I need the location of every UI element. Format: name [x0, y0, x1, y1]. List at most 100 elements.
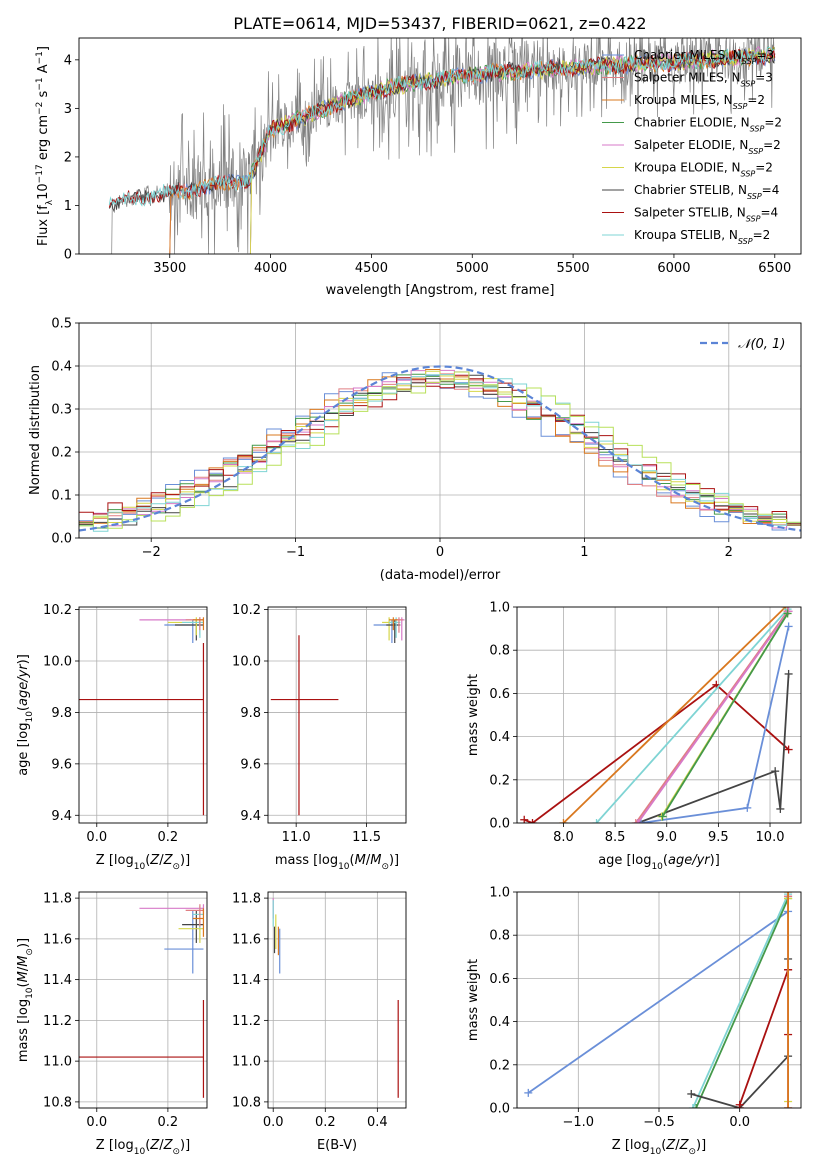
- legend-label: 𝒩(0, 1): [738, 337, 785, 352]
- y-tick-label: 0.4: [489, 730, 510, 745]
- weight-marker: [784, 669, 793, 678]
- legend-label: Salpeter STELIB, NSSP=4: [634, 206, 778, 224]
- y-tick-label: 0.3: [51, 403, 72, 418]
- x-axis-label: wavelength [Angstrom, rest frame]: [326, 283, 555, 298]
- weight-line-3: [562, 607, 787, 823]
- errorbar-point-2: [164, 910, 204, 974]
- weight-marker: [783, 609, 792, 618]
- residuals-axes: −2 −1 0 1 2 0.0 0.1 0.2 0.3 0.4 0.5 𝒩(0, 1) (data-mo…: [28, 317, 802, 583]
- weight-line-1: [637, 673, 790, 823]
- y-tick-label: 1.0: [489, 601, 510, 616]
- y-tick-label: 11.2: [232, 1014, 261, 1029]
- x-tick-label: 5000: [456, 261, 489, 276]
- errorbar-point-0: [79, 1000, 205, 1098]
- age_vs_Z-axes: 0.0 0.2 9.4 9.6 9.8 10.0 10.2 Z [log10(Z/Z⊙)] ag…: [16, 603, 208, 872]
- histogram-9: [79, 371, 801, 529]
- y-tick-label: 11.2: [43, 1014, 72, 1029]
- legend-label: Kroupa STELIB, NSSP=2: [634, 228, 770, 246]
- y-tick-label: 11.0: [232, 1055, 261, 1070]
- y-tick-label: 11.6: [232, 932, 261, 947]
- y-tick-label: 10.2: [232, 603, 261, 618]
- x-tick-label: 9.5: [708, 830, 729, 845]
- x-axis-label: age [log10(age/yr)]: [598, 853, 720, 872]
- x-tick-label: −2: [142, 545, 161, 560]
- x-tick-label: 0.0: [86, 1115, 107, 1130]
- mass_vs_EBV-plot: [272, 898, 399, 1098]
- legend-label: Salpeter ELODIE, NSSP=2: [634, 138, 781, 156]
- axes-frame: [516, 891, 802, 1109]
- y-axis-label: Flux [fλ10−17 erg cm−2 s−1 A−1]: [35, 46, 55, 246]
- x-tick-label: 0: [436, 545, 444, 560]
- legend-label: Kroupa MILES, NSSP=2: [634, 93, 765, 111]
- legend-label: Salpeter MILES, NSSP=3: [634, 71, 773, 89]
- residual-plot: [79, 365, 801, 532]
- x-axis-label: Z [log10(Z/Z⊙)]: [612, 1138, 706, 1157]
- errorbar-point-6: [185, 617, 204, 631]
- weight-marker: [692, 1104, 701, 1108]
- y-tick-label: 9.6: [240, 757, 261, 772]
- y-axis-label: mass weight: [466, 959, 481, 1041]
- y-tick-label: 0.0: [489, 1102, 510, 1117]
- weight-marker: [784, 745, 793, 754]
- axes-frame: [78, 322, 802, 539]
- weight-marker: [784, 622, 793, 631]
- axes-frame: [267, 891, 407, 1109]
- errorbar-point-0: [79, 643, 205, 816]
- y-tick-label: 10.0: [43, 655, 72, 670]
- weight-marker: [592, 819, 601, 823]
- weight-line-6: [637, 610, 790, 823]
- errorbar-point-5: [192, 906, 204, 929]
- weight-marker: [520, 815, 529, 823]
- mass_vs_Z-plot: [79, 904, 205, 1098]
- x-tick-label: 8.5: [605, 830, 626, 845]
- x-tick-label: 4000: [254, 261, 287, 276]
- errorbar-point-1: [139, 904, 205, 915]
- x-tick-label: 0.0: [86, 830, 107, 845]
- x-tick-label: 9.0: [656, 830, 677, 845]
- y-tick-label: 11.8: [232, 892, 261, 907]
- normal-curve: [79, 365, 801, 532]
- histogram-8: [79, 374, 801, 532]
- y-tick-label: 4: [64, 53, 72, 68]
- errorbar-point-7: [192, 617, 205, 631]
- errorbar-point-6: [185, 904, 204, 927]
- y-tick-label: 10.0: [232, 655, 261, 670]
- y-tick-label: 0: [64, 248, 72, 263]
- y-tick-label: 10.2: [43, 603, 72, 618]
- massweight_vs_Z-plot: [524, 892, 793, 1108]
- y-tick-label: 1: [64, 199, 72, 214]
- x-tick-label: 8.0: [553, 830, 574, 845]
- y-tick-label: 9.6: [51, 757, 72, 772]
- weight-marker: [776, 804, 785, 813]
- x-tick-label: 10.0: [756, 830, 785, 845]
- weight-line-8: [661, 613, 789, 817]
- x-tick-label: 5500: [557, 261, 590, 276]
- y-tick-label: 9.4: [51, 809, 72, 824]
- y-tick-label: 10.8: [43, 1095, 72, 1110]
- axes-frame: [78, 37, 802, 255]
- weight-marker: [735, 1100, 744, 1108]
- y-tick-label: 2: [64, 150, 72, 165]
- x-tick-label: 0.2: [315, 1115, 336, 1130]
- y-tick-label: 1.0: [489, 886, 510, 901]
- weight-marker: [658, 812, 667, 821]
- y-axis-label: Normed distribution: [28, 365, 43, 495]
- x-tick-label: 11.5: [352, 830, 381, 845]
- weight-line-5: [635, 610, 789, 823]
- weight-marker: [688, 1104, 697, 1108]
- histogram-4: [79, 369, 801, 529]
- x-tick-label: 0.2: [158, 1115, 179, 1130]
- mass_vs_EBV-axes: 0.0 0.2 0.4 10.8 11.0 11.2 11.4 11.6 11.8 E(B-V): [232, 891, 407, 1153]
- y-tick-label: 11.0: [43, 1055, 72, 1070]
- weight-marker: [524, 1088, 533, 1097]
- weight-marker: [559, 819, 568, 823]
- weight-marker: [528, 819, 537, 823]
- y-axis-label: mass [log10(M/M⊙)]: [16, 938, 35, 1062]
- legend-label: Chabrier STELIB, NSSP=4: [634, 183, 779, 201]
- spectrum-plot: [108, 38, 776, 254]
- x-tick-label: 0.4: [367, 1115, 388, 1130]
- y-tick-label: 9.4: [240, 809, 261, 824]
- spectrum-legend: Chabrier MILES, NSSP=3 Salpeter MILES, NS…: [602, 48, 782, 246]
- y-tick-label: 11.4: [43, 973, 72, 988]
- legend-label: Chabrier ELODIE, NSSP=2: [634, 116, 782, 134]
